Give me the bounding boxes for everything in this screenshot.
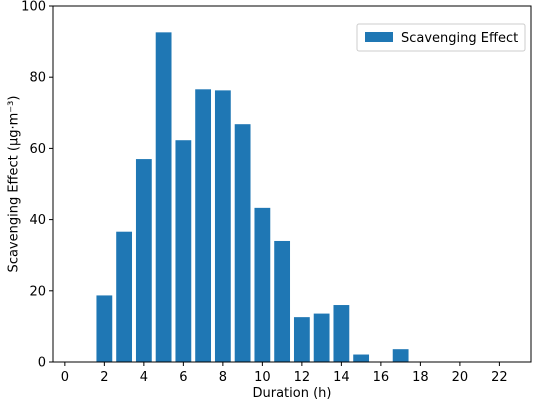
plot-frame (52, 5, 532, 363)
x-axis-label: Duration (h) (253, 386, 332, 401)
x-tick-label: 16 (373, 370, 390, 385)
bar (155, 32, 172, 363)
bar (234, 124, 251, 362)
legend-box (356, 23, 526, 52)
bar (195, 89, 212, 362)
bar (333, 305, 350, 362)
bar (392, 349, 409, 362)
x-tick-label: 4 (140, 370, 148, 385)
legend-swatch (365, 32, 393, 42)
x-tick-label: 12 (294, 370, 311, 385)
y-tick-label: 40 (29, 213, 46, 228)
y-axis-label: Scavenging Effect (μg·m⁻³) (7, 96, 22, 273)
y-tick-label: 60 (29, 142, 46, 157)
bar (313, 313, 330, 362)
bar (293, 317, 310, 362)
y-tick-label: 80 (29, 71, 46, 86)
y-tick-label: 100 (21, 0, 46, 15)
x-tick-label: 22 (491, 370, 508, 385)
bar (116, 231, 133, 362)
x-tick-label: 6 (179, 370, 187, 385)
bar (135, 159, 152, 362)
x-tick-label: 8 (219, 370, 227, 385)
legend: Scavenging Effect (356, 23, 526, 52)
bar (175, 140, 192, 362)
x-tick-label: 18 (412, 370, 429, 385)
x-tick-label: 2 (100, 370, 108, 385)
legend-label: Scavenging Effect (401, 31, 518, 46)
x-tick-label: 0 (61, 370, 69, 385)
x-tick-label: 14 (333, 370, 350, 385)
y-axis: 0 20 40 60 80 100 (21, 0, 53, 371)
x-tick-label: 20 (452, 370, 469, 385)
bar (254, 207, 271, 362)
y-tick-label: 0 (38, 356, 46, 371)
bars-group (96, 32, 409, 363)
bar (353, 354, 370, 362)
x-axis: 0 2 4 6 8 10 12 14 16 18 20 22 (61, 362, 508, 385)
bar (96, 295, 113, 362)
x-tick-label: 10 (254, 370, 271, 385)
y-tick-label: 20 (29, 284, 46, 299)
bar (214, 90, 231, 362)
bar (274, 240, 291, 362)
